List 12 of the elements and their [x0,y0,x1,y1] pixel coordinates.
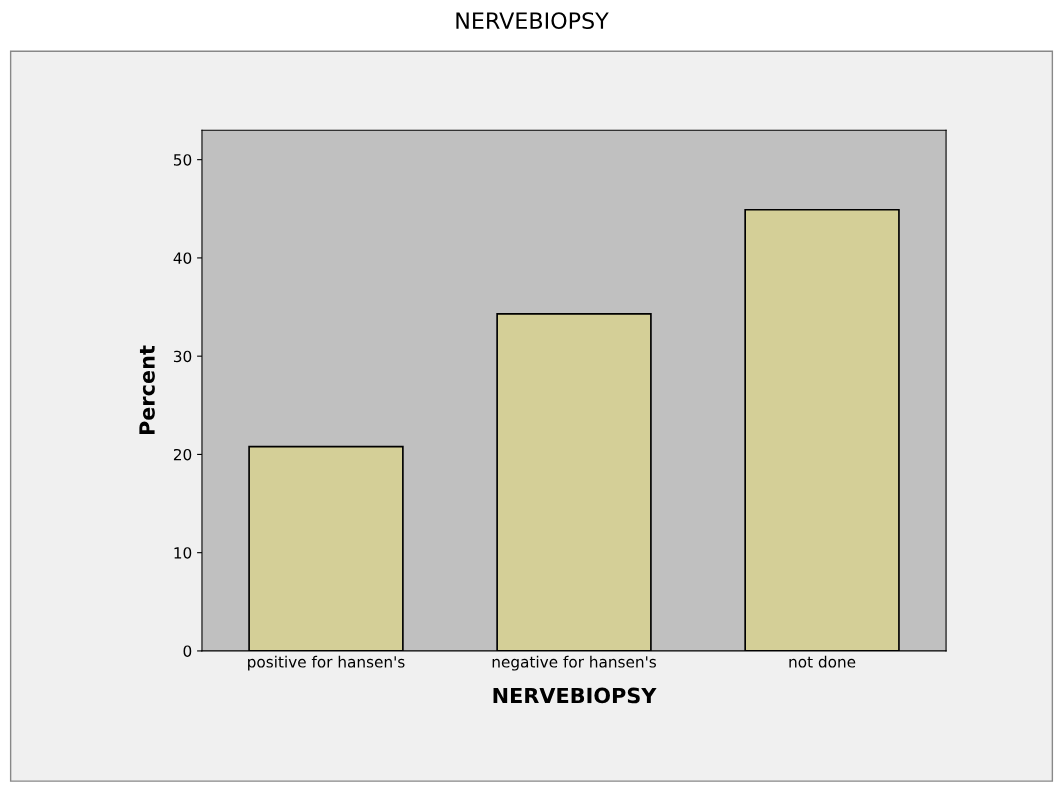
chart-title: NERVEBIOPSY [456,12,609,30]
x-tick-label: not done [789,655,856,668]
y-tick-label: 20 [173,448,192,461]
x-tick-label: positive for hansen's [248,655,405,671]
x-tick-label: negative for hansen's [492,655,657,671]
y-axis-title: Percent [139,345,155,435]
y-tick-label: 30 [173,350,192,363]
x-axis-title: NERVEBIOPSY [493,687,657,704]
y-tick-label: 50 [173,154,192,166]
y-tick-label: 0 [183,645,192,657]
y-tick-label: 40 [173,252,192,264]
y-tick-label: 10 [174,547,192,559]
